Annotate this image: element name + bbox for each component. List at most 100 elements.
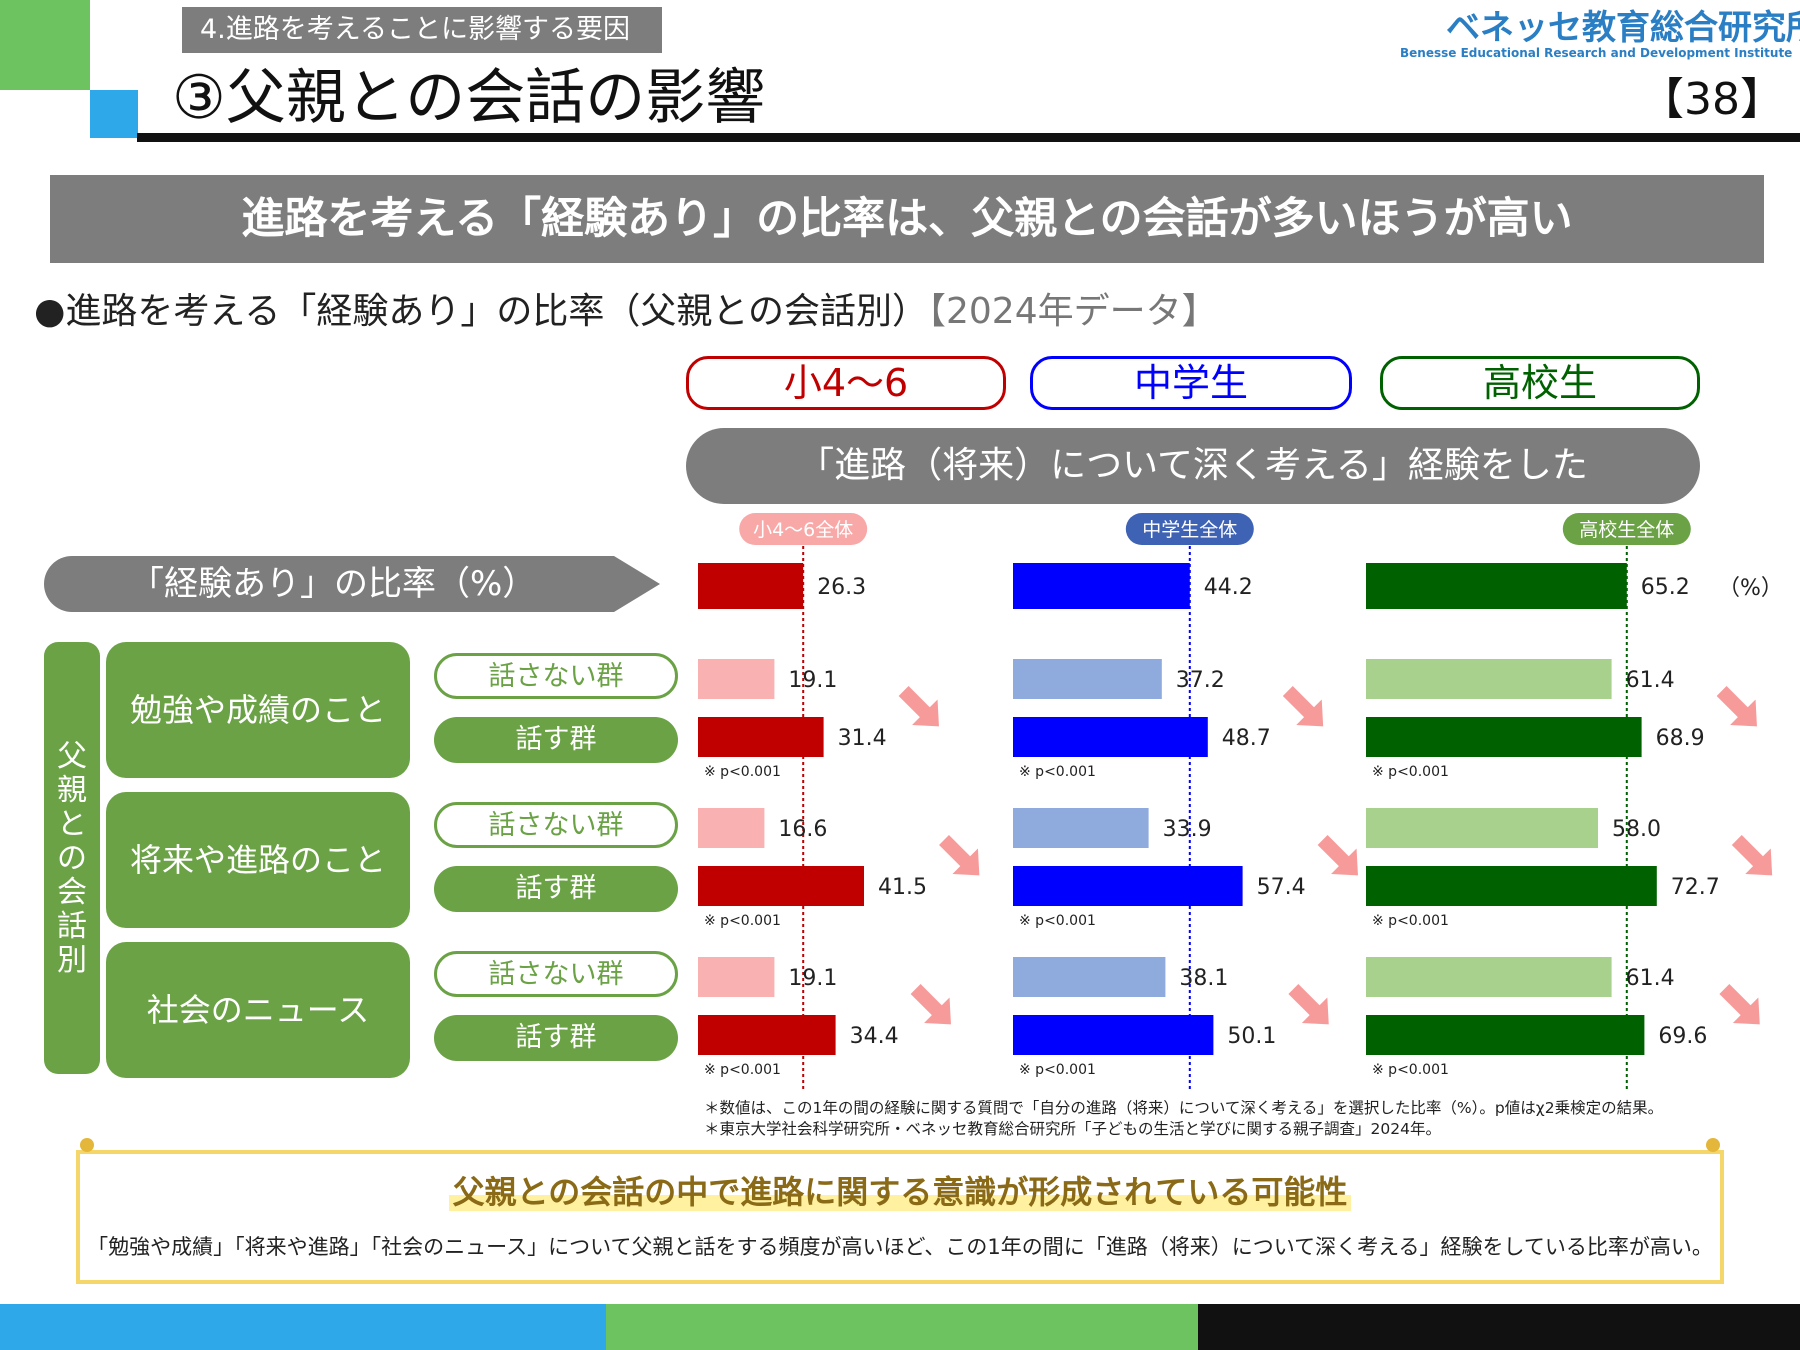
trend-arrow-shape (910, 984, 951, 1025)
trend-arrow-icon (910, 984, 951, 1025)
bar-talk (1013, 1015, 1214, 1055)
group-no-talk-future: 話さない群 (434, 802, 678, 848)
bar-no-talk (1366, 957, 1612, 997)
trend-arrow-shape (939, 835, 980, 876)
footnote-2: ＊東京大学社会科学研究所・ベネッセ教育総合研究所「子どもの生活と学びに関する親子… (704, 1120, 1441, 1138)
headline-banner: 進路を考える「経験あり」の比率は、父親との会話が多いほうが高い (50, 175, 1764, 263)
trend-arrow-shape (1719, 984, 1760, 1025)
trend-arrow-icon (1282, 686, 1324, 727)
group-no-talk-study: 話さない群 (434, 653, 678, 699)
bar-talk (698, 866, 864, 906)
bar-value-label: 16.6 (778, 817, 827, 842)
bar-total (1013, 563, 1190, 609)
group-talk-future: 話す群 (434, 866, 678, 912)
trend-arrow-shape (1282, 686, 1324, 727)
p-value-note: ※ p<0.001 (704, 913, 781, 929)
total-tag (1125, 513, 1254, 545)
bar-talk (698, 717, 824, 757)
title-underline (137, 133, 1800, 142)
bar-talk (698, 1015, 836, 1055)
trend-arrow-shape (1288, 984, 1329, 1025)
org-logo-subtext: Benesse Educational Research and Develop… (1400, 46, 1793, 60)
conclusion-text: 「勉強や成績」「将来や進路」「社会のニュース」について父親と話をする頻度が高いほ… (87, 1235, 1713, 1259)
bar-value-label: 72.7 (1671, 875, 1720, 900)
p-value-note: ※ p<0.001 (1019, 1062, 1096, 1078)
trend-arrow-shape (1716, 686, 1757, 727)
trend-arrow-icon (1317, 835, 1358, 876)
pin-icon (80, 1138, 94, 1152)
bar-value-label: 34.4 (850, 1024, 899, 1049)
bar-value-label: 57.4 (1257, 875, 1306, 900)
bar-value-label: 68.9 (1656, 726, 1705, 751)
group-talk-news: 話す群 (434, 1015, 678, 1061)
trend-arrow-shape (1317, 835, 1358, 876)
p-value-note: ※ p<0.001 (1372, 764, 1449, 780)
bar-value-label: 50.1 (1227, 1024, 1276, 1049)
conclusion-title-text: 父親との会話の中で進路に関する意識が形成されている可能性 (448, 1173, 1352, 1211)
trend-arrow-icon (1719, 984, 1760, 1025)
bar-no-talk (1366, 659, 1612, 699)
p-value-note: ※ p<0.001 (1019, 913, 1096, 929)
bar-value-label: 65.2 (1641, 575, 1690, 600)
conclusion-title: 父親との会話の中で進路に関する意識が形成されている可能性 (76, 1170, 1724, 1214)
trend-arrow-icon (898, 686, 939, 727)
total-tag (1562, 513, 1691, 545)
corner-blue-block (90, 90, 138, 138)
footer-bar-green (606, 1304, 1198, 1350)
p-value-note: ※ p<0.001 (704, 764, 781, 780)
grade-header-junior-high: 中学生 (1030, 356, 1352, 410)
question-banner: 「進路（将来）について深く考える」経験をした (686, 428, 1700, 504)
trend-arrow-shape (1731, 835, 1773, 876)
trend-arrow-icon (939, 835, 980, 876)
bar-value-label: 41.5 (878, 875, 927, 900)
bar-talk (1366, 1015, 1645, 1055)
bar-value-label: 61.4 (1626, 668, 1675, 693)
grade-header-high-school: 高校生 (1380, 356, 1700, 410)
total-tag (739, 513, 868, 545)
trend-arrow-shape (898, 686, 939, 727)
total-tag-label: 小4～6全体 (753, 519, 853, 541)
chart-title-year: 【2024年データ】 (927, 291, 1218, 332)
percent-unit: （%） (1718, 576, 1783, 601)
bar-no-talk (1013, 659, 1162, 699)
bar-value-label: 26.3 (817, 575, 866, 600)
chart-title-main: ●進路を考える「経験あり」の比率（父親との会話別） (34, 291, 928, 332)
bar-talk (1013, 866, 1243, 906)
bar-value-label: 37.2 (1176, 668, 1225, 693)
rate-label: 「経験あり」の比率（%） (44, 556, 614, 612)
bar-no-talk (1366, 808, 1598, 848)
bar-talk (1013, 717, 1208, 757)
corner-green-block (0, 0, 90, 90)
footnote-1: ＊数値は、この1年の間の経験に関する質問で「自分の進路（将来）について深く考える… (704, 1099, 1664, 1117)
trend-arrow-icon (1716, 686, 1757, 727)
bar-no-talk (1013, 808, 1149, 848)
bar-total (1366, 563, 1627, 609)
chart-title: ●進路を考える「経験あり」の比率（父親との会話別）【2024年データ】 (34, 290, 1218, 334)
bar-value-label: 19.1 (788, 966, 837, 991)
bar-value-label: 38.1 (1179, 966, 1228, 991)
bar-no-talk (1013, 957, 1166, 997)
page-title: ③父親との会話の影響 (172, 63, 766, 133)
bar-value-label: 33.9 (1163, 817, 1212, 842)
p-value-note: ※ p<0.001 (1372, 1062, 1449, 1078)
trend-arrow-icon (1288, 984, 1329, 1025)
group-talk-study: 話す群 (434, 717, 678, 763)
left-vertical-text: 父親との会話別 (57, 739, 87, 978)
org-logo-text: ベネッセ教育総合研究所 (1446, 8, 1800, 48)
footer-bar-black (1198, 1304, 1800, 1350)
bar-talk (1366, 866, 1657, 906)
total-tag-label: 中学生全体 (1142, 519, 1237, 541)
pin-icon (1706, 1138, 1720, 1152)
bar-value-label: 58.0 (1612, 817, 1661, 842)
group-no-talk-news: 話さない群 (434, 951, 678, 997)
bar-value-label: 31.4 (838, 726, 887, 751)
bar-talk (1366, 717, 1642, 757)
grade-header-elementary: 小4～6 (686, 356, 1006, 410)
total-tag-label: 高校生全体 (1579, 519, 1674, 541)
group-by-father-talk-label: 父親との会話別 (44, 642, 100, 1074)
bar-no-talk (698, 808, 765, 848)
bar-no-talk (698, 957, 775, 997)
p-value-note: ※ p<0.001 (704, 1062, 781, 1078)
bar-no-talk (698, 659, 775, 699)
